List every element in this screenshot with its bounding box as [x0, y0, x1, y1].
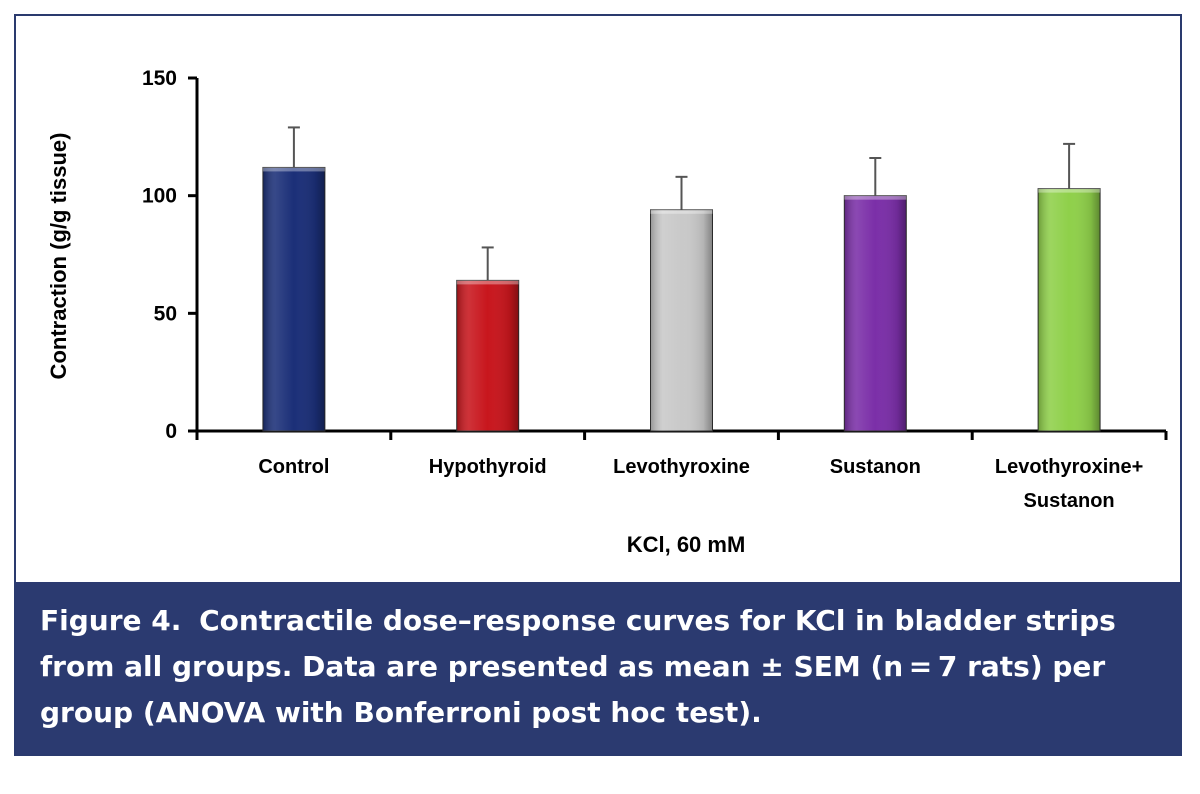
caption-label: Figure 4. — [40, 604, 182, 637]
bar-top-highlight — [262, 167, 325, 172]
y-tick-label: 100 — [142, 185, 177, 208]
bar-top-highlight — [1038, 188, 1101, 193]
x-category-label: Hypothyroid — [429, 456, 547, 478]
labels: 0 50 100 150 Control Hypothyroid Levothyroxine… — [46, 67, 1143, 557]
bar-shading — [650, 209, 713, 431]
x-category-label: Sustanon — [830, 456, 921, 478]
bar-top-highlight — [650, 209, 713, 214]
y-tick-label: 150 — [142, 67, 177, 90]
bar-shading — [1038, 188, 1101, 431]
figure-frame: 0 50 100 150 Control Hypothyroid Levothyroxine… — [14, 14, 1182, 756]
bar-chart: 0 50 100 150 Control Hypothyroid Levothyroxine… — [46, 67, 1168, 557]
y-tick-label: 50 — [154, 302, 177, 325]
bar-shading — [844, 195, 907, 431]
caption-text: Contractile dose–response curves for KCl… — [40, 604, 1116, 729]
x-category-label: Sustanon — [1024, 490, 1115, 512]
bars — [262, 126, 1101, 432]
bar-shading — [262, 167, 325, 431]
y-tick-label: 0 — [165, 420, 177, 443]
figure-caption: Figure 4. Contractile dose–response curv… — [16, 582, 1180, 754]
x-category-label: Control — [258, 456, 329, 478]
y-axis-title: Contraction (g/g tissue) — [46, 133, 71, 380]
x-category-label: Levothyroxine+ — [995, 456, 1143, 478]
x-category-label: Levothyroxine — [613, 456, 750, 478]
x-axis-title: KCl, 60 mM — [627, 532, 746, 557]
bar-shading — [456, 280, 519, 431]
bar-top-highlight — [844, 195, 907, 200]
bar-top-highlight — [456, 280, 519, 285]
